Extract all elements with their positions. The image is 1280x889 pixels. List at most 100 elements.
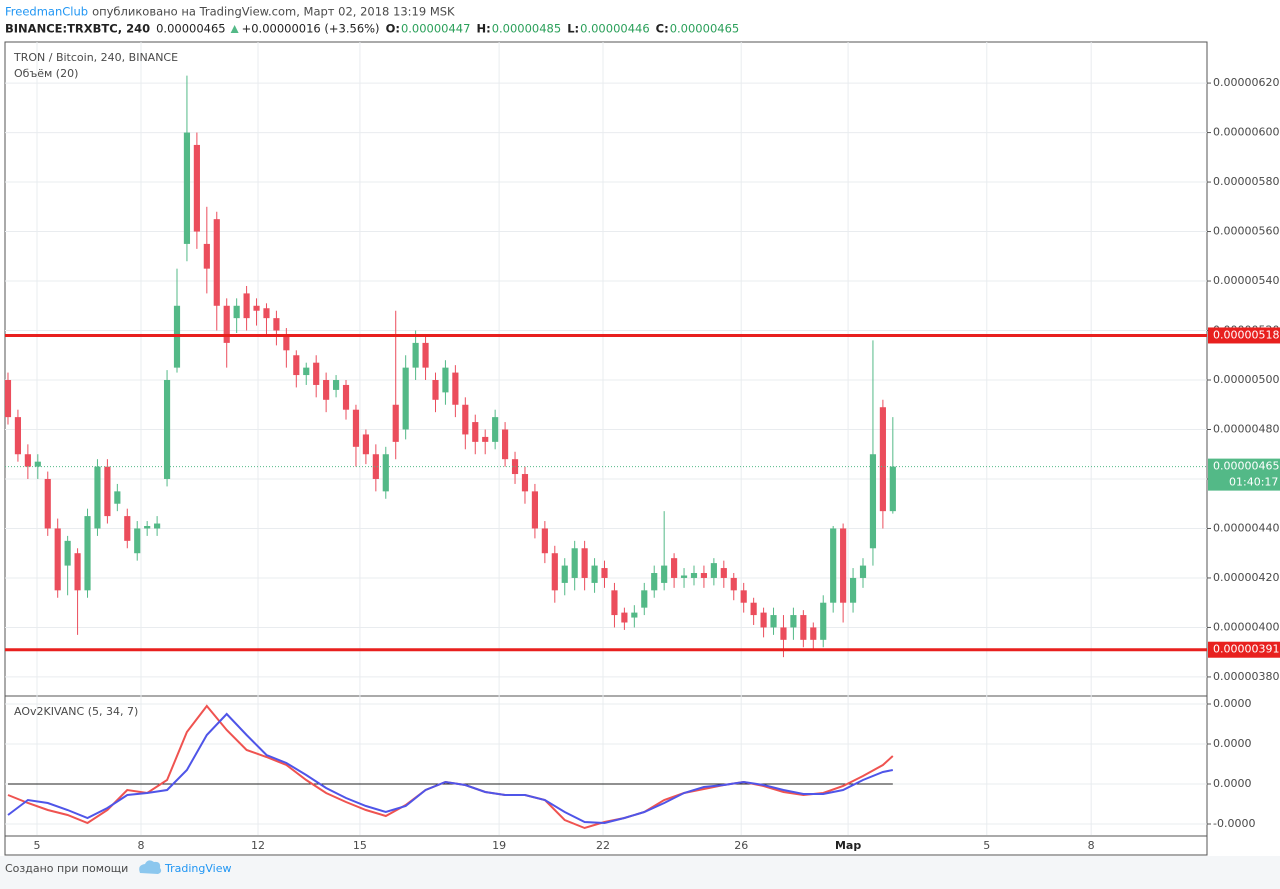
candle-body: [24, 454, 31, 467]
candle-body: [273, 318, 280, 331]
ohlc-label: H:: [476, 22, 490, 36]
x-tick-label: 19: [492, 839, 506, 852]
grid: [5, 42, 1207, 835]
candle-body: [263, 308, 270, 319]
y-tick-label: 0.00000480: [1213, 422, 1279, 435]
candle-body: [859, 565, 867, 578]
y-tick-label: 0.00000600: [1213, 126, 1279, 139]
last-price-label: 0.00000465: [1213, 460, 1279, 473]
x-tick-label: 26: [734, 839, 748, 852]
candle-body: [750, 602, 757, 616]
candle-body: [740, 590, 747, 603]
osc-tick-label: 0.0000: [1213, 737, 1252, 750]
candle-body: [621, 612, 628, 623]
labels: TRON / Bitcoin, 240, BINANCE Объём (20) …: [5, 51, 1280, 875]
y-tick-label: 0.00000580: [1213, 175, 1279, 188]
candle-body: [422, 342, 429, 368]
candle-body: [253, 305, 260, 311]
candle-body: [114, 491, 121, 504]
candle-body: [561, 565, 568, 583]
osc-tick-label: 0.0000: [1213, 697, 1252, 710]
candle-body: [581, 548, 588, 578]
candle-body: [144, 525, 151, 529]
change: +0.00000016 (+3.56%): [242, 22, 380, 36]
candle-body: [521, 474, 529, 492]
candle-body: [462, 404, 469, 435]
candle-body: [651, 573, 658, 591]
ohlc-label: O:: [386, 22, 400, 36]
y-tick-label: 0.00000540: [1213, 274, 1279, 287]
y-tick-label: 0.00000500: [1213, 373, 1279, 386]
x-tick-label: 8: [138, 839, 145, 852]
tradingview-logo: [139, 860, 162, 874]
candle-body: [760, 612, 767, 628]
candle-body: [183, 132, 191, 244]
candle-body: [631, 612, 638, 618]
candle-body: [472, 422, 479, 442]
candle-body: [362, 434, 369, 455]
candle-body: [44, 478, 51, 529]
candle-body: [392, 404, 399, 442]
candle-body: [323, 380, 330, 400]
ohlc-value: 0.00000447: [401, 22, 471, 36]
x-tick-label: 15: [353, 839, 367, 852]
candle-body: [154, 523, 161, 529]
candle-body: [442, 367, 449, 393]
candle-body: [233, 305, 240, 319]
candle-body: [541, 528, 548, 554]
candle-body: [402, 367, 409, 430]
y-tick-label: 0.00000620: [1213, 76, 1279, 89]
candle-body: [810, 627, 817, 640]
candle-body: [14, 417, 22, 455]
x-tick-label: 8: [1088, 839, 1095, 852]
candle-body: [730, 577, 737, 591]
candle-body: [492, 417, 499, 442]
candle-body: [452, 372, 459, 405]
footer-text: Создано при помощи: [5, 862, 128, 875]
candle-body: [690, 573, 698, 578]
candle-body: [641, 590, 648, 608]
candle-body: [34, 461, 41, 467]
candle-body: [223, 305, 230, 343]
candle-body: [849, 577, 857, 603]
candle-body: [710, 563, 717, 578]
chart-title: TRON / Bitcoin, 240, BINANCE: [13, 51, 178, 64]
candle-body: [601, 568, 608, 578]
candle-body: [134, 528, 141, 554]
candle-body: [671, 558, 678, 578]
y-tick-label: 0.00000380: [1213, 670, 1279, 683]
candle-body: [551, 553, 558, 591]
candle-body: [432, 380, 439, 400]
candle-body: [611, 590, 618, 616]
candle-body: [64, 540, 71, 566]
candle-body: [502, 429, 509, 460]
candle-body: [720, 568, 727, 578]
candle-body: [879, 407, 886, 512]
y-tick-label: 0.00000560: [1213, 225, 1279, 238]
candle-body: [661, 565, 668, 583]
candle-body: [243, 293, 250, 319]
footer-brand[interactable]: TradingView: [164, 862, 231, 875]
oscillator-title: AOv2KIVANC (5, 34, 7): [14, 705, 138, 718]
candle-body: [372, 454, 379, 479]
candle-body: [213, 219, 220, 306]
level-label: 0.00000391: [1213, 643, 1279, 656]
level-label: 0.00000518: [1213, 328, 1279, 341]
x-tick-label: Мар: [835, 839, 861, 852]
symbol: BINANCE:TRXBTC, 240: [5, 22, 150, 36]
level-tag: [1208, 327, 1280, 344]
candle-body: [840, 528, 847, 603]
candle-body: [342, 384, 350, 410]
marks: [4, 75, 1207, 830]
candle-body: [4, 380, 12, 418]
candle-body: [591, 565, 598, 583]
candle-body: [193, 144, 200, 232]
candle-body: [531, 491, 538, 529]
candle-body: [332, 380, 340, 390]
candle-body: [74, 553, 81, 591]
osc-tick-label: -0.0000: [1213, 817, 1255, 830]
candle-body: [571, 548, 578, 578]
candle-body: [54, 528, 61, 591]
